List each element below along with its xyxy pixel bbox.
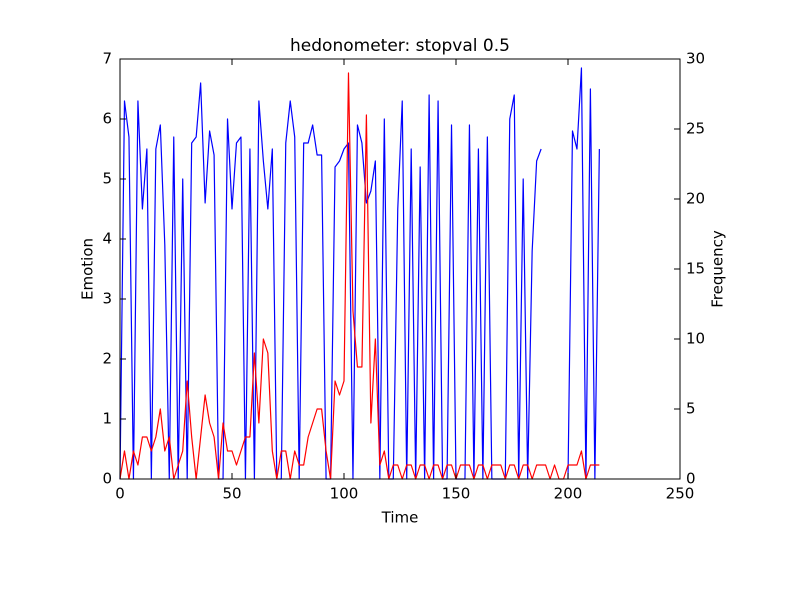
y2-tick-label: 25 <box>686 120 705 138</box>
y2-tick-label: 10 <box>686 330 705 348</box>
x-tick-label: 250 <box>666 485 695 503</box>
x-axis-label: Time <box>381 509 419 527</box>
y2-tick-label: 15 <box>686 260 705 278</box>
y2-tick-label: 5 <box>686 400 696 418</box>
y-tick-label: 2 <box>102 350 112 368</box>
line-series <box>119 72 600 480</box>
x-tick-label: 200 <box>554 485 583 503</box>
x-tick-label: 100 <box>330 485 359 503</box>
y-tick-label: 3 <box>102 290 112 308</box>
x-tick-label: 0 <box>115 485 125 503</box>
y-tick-label: 1 <box>102 410 112 428</box>
y2-tick-label: 20 <box>686 190 705 208</box>
y-tick-label: 7 <box>102 50 112 68</box>
y2-axis-label: Frequency <box>709 230 727 308</box>
y2-tick-label: 0 <box>686 470 696 488</box>
y-tick-label: 0 <box>102 470 112 488</box>
y-tick-label: 6 <box>102 110 112 128</box>
x-tick-label: 50 <box>222 485 241 503</box>
y2-tick-label: 30 <box>686 50 705 68</box>
y-tick-label: 5 <box>102 170 112 188</box>
chart-title: hedonometer: stopval 0.5 <box>290 36 510 56</box>
y-tick-label: 4 <box>102 230 112 248</box>
y-axis-label: Emotion <box>79 238 97 300</box>
x-tick-label: 150 <box>442 485 471 503</box>
